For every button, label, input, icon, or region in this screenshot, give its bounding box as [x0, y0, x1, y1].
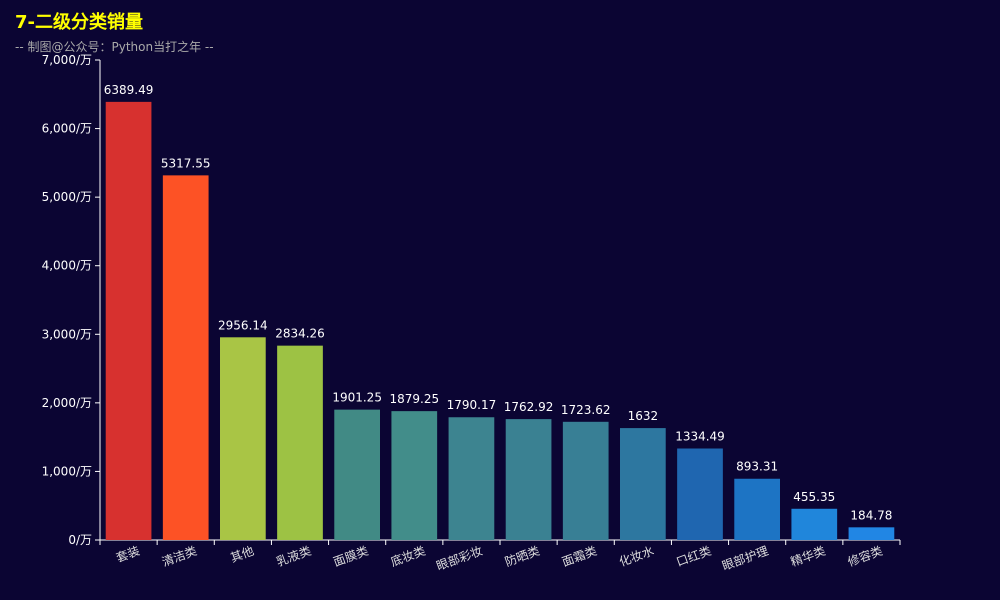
y-tick-label: 2,000/万	[42, 396, 92, 410]
bar	[791, 508, 838, 540]
data-label: 1334.49	[675, 429, 725, 443]
x-tick-label: 修容类	[845, 543, 884, 569]
data-label: 2834.26	[275, 327, 325, 341]
y-tick-label: 0/万	[68, 533, 92, 547]
x-tick-label: 精华类	[789, 544, 828, 569]
x-tick-label: 套装	[114, 544, 141, 565]
y-tick-label: 3,000/万	[42, 327, 92, 341]
x-tick-label: 底妆类	[388, 543, 427, 569]
bar	[334, 409, 380, 540]
data-label: 893.31	[736, 460, 778, 474]
x-tick-label: 化妆水	[617, 544, 656, 569]
bar	[162, 175, 209, 541]
y-tick-label: 5,000/万	[42, 190, 92, 204]
bar	[505, 419, 552, 540]
bar	[105, 101, 152, 541]
x-tick-label: 其他	[229, 544, 256, 565]
data-label: 1790.17	[447, 398, 497, 412]
x-tick-label: 眼部彩妆	[434, 543, 484, 574]
data-label: 1632	[628, 409, 659, 423]
chart-subtitle: -- 制图@公众号：Python当打之年 --	[15, 40, 214, 54]
y-tick-label: 4,000/万	[42, 259, 92, 273]
data-label: 1762.92	[504, 400, 554, 414]
data-label: 5317.55	[161, 156, 211, 170]
y-tick-label: 7,000/万	[42, 53, 92, 67]
data-label: 6389.49	[104, 83, 154, 97]
data-label: 184.78	[850, 508, 892, 522]
data-label: 1723.62	[561, 403, 611, 417]
bar	[277, 345, 323, 540]
bar	[620, 428, 666, 540]
data-label: 2956.14	[218, 318, 268, 332]
data-label: 1879.25	[389, 392, 439, 406]
bar	[220, 337, 266, 540]
x-tick-label: 口红类	[674, 543, 713, 569]
bar	[734, 478, 780, 540]
data-label: 1901.25	[332, 391, 382, 405]
bar	[448, 417, 495, 540]
data-label: 455.35	[793, 490, 835, 504]
x-tick-label: 防晒类	[503, 543, 542, 569]
y-tick-label: 6,000/万	[42, 122, 92, 136]
x-tick-label: 乳液类	[274, 543, 313, 569]
chart-title: 7-二级分类销量	[15, 12, 143, 33]
bar	[562, 421, 609, 540]
x-tick-label: 清洁类	[160, 544, 199, 569]
x-tick-label: 面霜类	[560, 544, 599, 569]
bar	[391, 411, 438, 540]
y-tick-label: 1,000/万	[42, 464, 92, 478]
x-tick-label: 眼部护理	[720, 543, 770, 574]
x-tick-label: 面膜类	[332, 544, 371, 569]
bar	[848, 527, 895, 540]
bar	[677, 448, 723, 540]
